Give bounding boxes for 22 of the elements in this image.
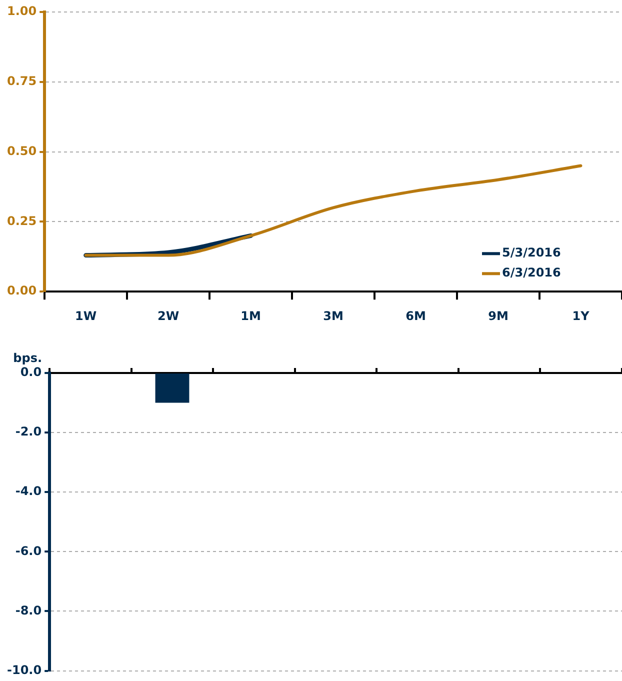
y-tick-label: 0.25 (7, 214, 37, 228)
legend-label: 5/3/2016 (502, 246, 561, 260)
x-tick-label: 6M (406, 308, 426, 323)
x-tick-label: 1Y (572, 308, 590, 323)
y-tick-label: -6.0 (15, 544, 42, 558)
y-axis-title: bps. (13, 351, 42, 366)
y-tick-label: -2.0 (15, 424, 42, 439)
x-tick-label: 9M (488, 308, 508, 323)
x-tick-label: 3M (323, 308, 344, 323)
legend-label: 6/3/2016 (502, 266, 561, 280)
y-tick-label: 0.00 (7, 284, 37, 298)
x-tick-label: 2W (158, 308, 180, 323)
y-tick-label: -4.0 (15, 484, 42, 498)
x-tick-label: 1W (75, 308, 97, 323)
x-tick-label: 1M (240, 308, 261, 323)
y-tick-label: -10.0 (6, 662, 42, 677)
y-tick-label: -8.0 (15, 603, 42, 618)
y-tick-label: 0.50 (7, 144, 37, 158)
y-tick-label: 1.00 (7, 4, 37, 18)
y-tick-label: 0.75 (7, 74, 37, 88)
y-tick-label: 0.0 (20, 365, 42, 380)
line-series (84, 164, 582, 257)
